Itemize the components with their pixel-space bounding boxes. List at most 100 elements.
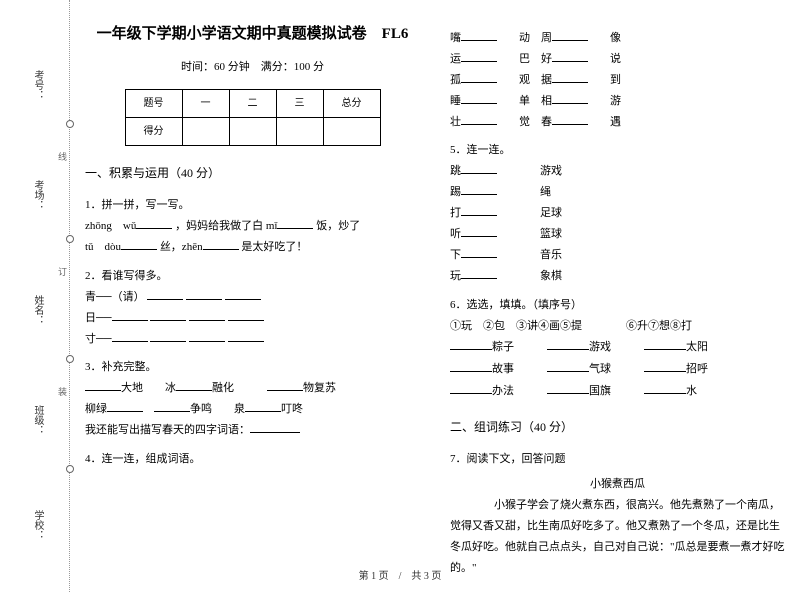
q7: 7．阅读下文，回答问题 小猴煮西瓜 小猴子学会了烧火煮东西，很高兴。他先煮熟了一… — [450, 449, 785, 578]
q6-word: 国旗 — [589, 385, 611, 397]
t: 物复苏 — [303, 382, 336, 394]
blank[interactable] — [547, 338, 589, 350]
blank[interactable] — [547, 360, 589, 372]
q4-r1: 春 — [541, 116, 552, 128]
blank[interactable] — [461, 225, 497, 237]
section-b-title: 二、组词练习（40 分） — [450, 416, 785, 439]
doc-subtitle: 时间：60 分钟 满分：100 分 — [85, 57, 420, 78]
blank[interactable] — [228, 330, 264, 342]
q5-left: 听 — [450, 224, 540, 245]
q4-l: 壮 — [450, 116, 461, 128]
blank[interactable] — [461, 92, 497, 104]
td — [229, 118, 276, 146]
blank[interactable] — [147, 288, 183, 300]
q5-num: 5．连一连。 — [450, 140, 785, 161]
q4-r1: 相 — [541, 95, 552, 107]
q4-num-only: 4．连一连，组成词语。 — [85, 449, 420, 470]
q5-right: 足球 — [540, 207, 562, 219]
th: 二 — [229, 90, 276, 118]
blank[interactable] — [552, 92, 588, 104]
blank[interactable] — [228, 309, 264, 321]
q1-t: tǔ dòu — [85, 241, 121, 253]
blank[interactable] — [644, 360, 686, 372]
blank[interactable] — [461, 29, 497, 41]
blank[interactable] — [150, 330, 186, 342]
blank[interactable] — [552, 71, 588, 83]
q1-num: 1．拼一拼，写一写。 — [85, 195, 420, 216]
blank[interactable] — [552, 29, 588, 41]
bind-cut-2: 订 — [56, 267, 69, 276]
blank[interactable] — [121, 238, 157, 250]
th: 题号 — [125, 90, 182, 118]
blank[interactable] — [112, 309, 148, 321]
q1-t: ，妈妈给我做了白 mǐ — [175, 220, 277, 232]
q6-num: 6．选选，填填。（填序号） — [450, 295, 785, 316]
bind-dot — [66, 235, 74, 243]
column-left: 一年级下学期小学语文期中真题模拟试卷 FL6 时间：60 分钟 满分：100 分… — [85, 20, 420, 587]
blank[interactable] — [112, 330, 148, 342]
q4-grid: 嘴 动 周 像运 巴 好 说孤 观 据 到睡 单 相 游壮 觉 春 遇 — [450, 28, 785, 132]
blank[interactable] — [450, 360, 492, 372]
blank[interactable] — [189, 330, 225, 342]
q2: 2．看谁写得多。 青──（请） 日── 寸── — [85, 266, 420, 350]
blank[interactable] — [277, 217, 313, 229]
blank[interactable] — [186, 288, 222, 300]
q5: 5．连一连。 跳游戏踢绳打足球听篮球下音乐玩象棋 — [450, 140, 785, 286]
q6-word: 故事 — [492, 363, 514, 375]
q7-title: 小猴煮西瓜 — [450, 474, 785, 495]
blank[interactable] — [245, 400, 281, 412]
q4-m: 动 — [519, 32, 530, 44]
blank[interactable] — [189, 309, 225, 321]
q6-word: 气球 — [589, 363, 611, 375]
blank[interactable] — [250, 421, 300, 433]
blank[interactable] — [450, 338, 492, 350]
blank[interactable] — [461, 162, 497, 174]
blank[interactable] — [461, 50, 497, 62]
q4-l: 嘴 — [450, 32, 461, 44]
q5-right: 游戏 — [540, 165, 562, 177]
blank[interactable] — [644, 338, 686, 350]
blank[interactable] — [150, 309, 186, 321]
blank[interactable] — [176, 379, 212, 391]
blank[interactable] — [552, 113, 588, 125]
th: 一 — [182, 90, 229, 118]
td: 得分 — [125, 118, 182, 146]
blank[interactable] — [85, 379, 121, 391]
blank[interactable] — [461, 267, 497, 279]
bind-label-room: 考场： — [30, 180, 45, 210]
blank[interactable] — [644, 382, 686, 394]
bind-label-examno: 考号： — [30, 70, 45, 100]
blank[interactable] — [225, 288, 261, 300]
t: 叮咚 — [281, 403, 303, 415]
q5-right: 音乐 — [540, 249, 562, 261]
blank[interactable] — [461, 71, 497, 83]
blank[interactable] — [154, 400, 190, 412]
q1-t: 是太好吃了！ — [241, 241, 307, 253]
blank[interactable] — [136, 217, 172, 229]
blank[interactable] — [107, 400, 143, 412]
blank[interactable] — [547, 382, 589, 394]
q4-m: 观 — [519, 74, 530, 86]
q5-left: 跳 — [450, 161, 540, 182]
blank[interactable] — [461, 183, 497, 195]
q4-m: 觉 — [519, 116, 530, 128]
q2-a: 青──（请） — [85, 291, 145, 303]
q6-word: 太阳 — [686, 341, 708, 353]
q4-m: 单 — [519, 95, 530, 107]
blank[interactable] — [461, 246, 497, 258]
q5-right: 象棋 — [540, 270, 562, 282]
q2-num: 2．看谁写得多。 — [85, 266, 420, 287]
q5-left: 打 — [450, 203, 540, 224]
blank[interactable] — [450, 382, 492, 394]
page-content: 一年级下学期小学语文期中真题模拟试卷 FL6 时间：60 分钟 满分：100 分… — [85, 20, 785, 587]
q4-r2: 到 — [610, 74, 621, 86]
blank[interactable] — [267, 379, 303, 391]
q1-t: zhōng wǔ — [85, 220, 136, 232]
bind-label-name: 姓名： — [30, 295, 45, 325]
blank[interactable] — [461, 113, 497, 125]
blank[interactable] — [552, 50, 588, 62]
blank[interactable] — [203, 238, 239, 250]
table-row: 题号 一 二 三 总分 — [125, 90, 380, 118]
blank[interactable] — [461, 204, 497, 216]
q5-left: 下 — [450, 245, 540, 266]
